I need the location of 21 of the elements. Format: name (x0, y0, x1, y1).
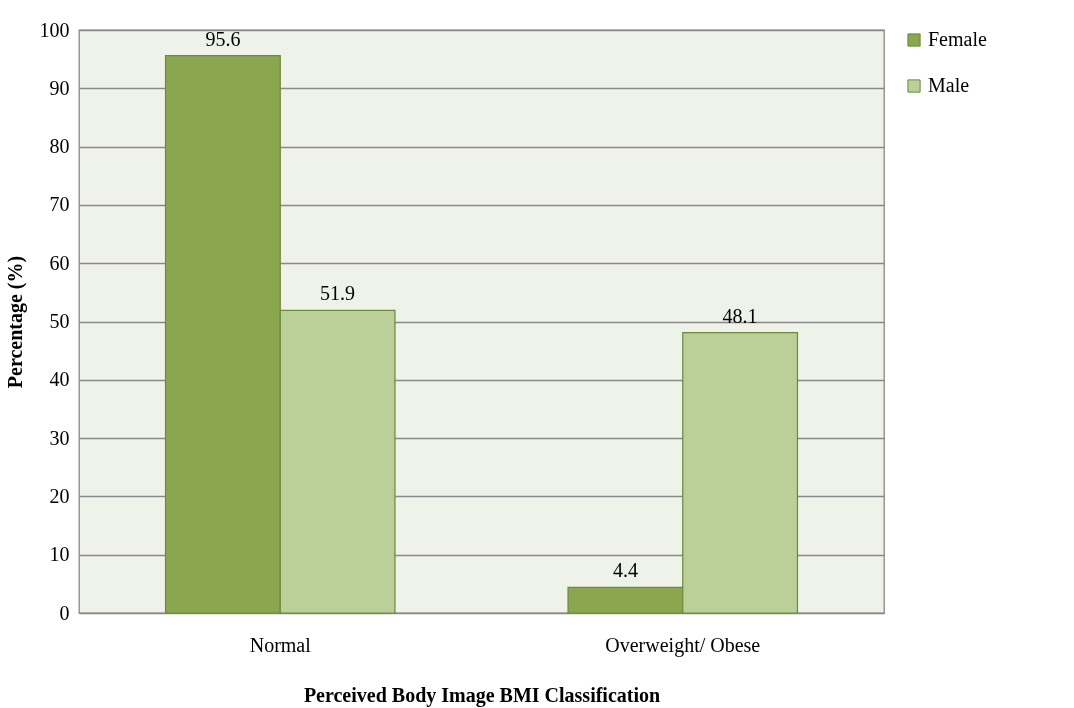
y-tick-label: 10 (49, 543, 70, 566)
y-tick-label: 90 (49, 76, 70, 99)
legend-label: Male (928, 74, 970, 96)
y-tick-label: 50 (49, 310, 70, 332)
x-axis-title: Perceived Body Image BMI Classification (303, 683, 661, 707)
data-label: 95.6 (205, 27, 241, 50)
y-tick-label: 80 (49, 135, 70, 158)
data-label: 4.4 (612, 559, 638, 582)
x-tick-label: Overweight/ Obese (605, 633, 761, 657)
y-tick-label: 30 (49, 426, 70, 449)
y-tick-label: 40 (49, 368, 70, 391)
data-label: 48.1 (722, 304, 758, 327)
data-label: 51.9 (320, 282, 356, 305)
y-tick-label: 60 (49, 251, 70, 274)
x-tick-label: Normal (249, 633, 312, 656)
y-tick-label: 0 (59, 601, 70, 624)
y-tick-label: 100 (39, 18, 70, 41)
y-tick-label: 70 (49, 193, 70, 216)
y-axis-title: Percentage (%) (3, 255, 27, 389)
y-tick-label: 20 (49, 484, 70, 507)
legend-label: Female (928, 28, 987, 50)
